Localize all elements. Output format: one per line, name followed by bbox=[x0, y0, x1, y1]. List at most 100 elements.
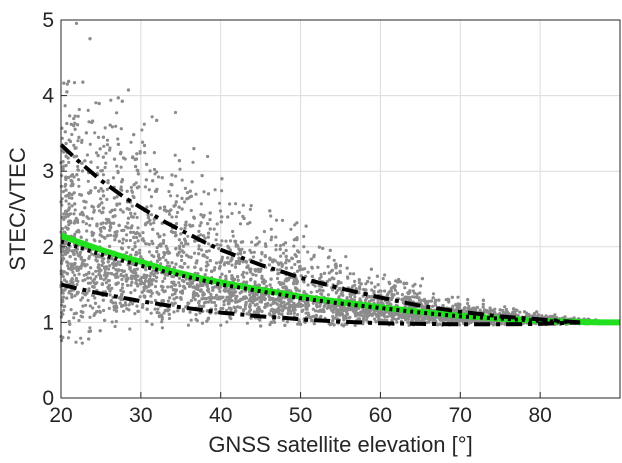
scatter-point bbox=[367, 276, 371, 280]
scatter-point bbox=[306, 283, 310, 287]
scatter-point bbox=[456, 295, 460, 299]
scatter-point bbox=[129, 140, 133, 144]
scatter-point bbox=[74, 21, 79, 25]
scatter-point bbox=[140, 290, 144, 294]
scatter-point bbox=[309, 257, 313, 261]
scatter-point bbox=[147, 188, 151, 192]
scatter-point bbox=[91, 119, 95, 123]
scatter-point bbox=[148, 274, 152, 278]
scatter-point bbox=[204, 300, 208, 304]
scatter-point bbox=[535, 310, 539, 314]
scatter-point bbox=[70, 196, 74, 200]
scatter-point bbox=[197, 284, 201, 288]
scatter-point bbox=[279, 261, 283, 265]
scatter-point bbox=[398, 313, 402, 318]
scatter-point bbox=[280, 218, 285, 222]
scatter-point bbox=[420, 277, 424, 281]
scatter-point bbox=[75, 173, 79, 177]
scatter-point bbox=[64, 209, 68, 213]
scatter-point bbox=[197, 304, 202, 308]
scatter-point bbox=[155, 170, 159, 174]
scatter-point bbox=[108, 148, 112, 152]
scatter-point bbox=[152, 217, 156, 221]
scatter-point bbox=[293, 223, 297, 227]
scatter-point bbox=[270, 235, 274, 239]
scatter-point bbox=[110, 208, 114, 212]
scatter-point bbox=[296, 313, 300, 317]
scatter-point bbox=[177, 281, 181, 285]
scatter-point bbox=[156, 232, 160, 236]
scatter-point bbox=[180, 196, 184, 200]
scatter-point bbox=[466, 306, 470, 310]
scatter-point bbox=[133, 245, 137, 249]
scatter-point bbox=[86, 108, 90, 112]
scatter-point bbox=[79, 314, 83, 318]
scatter-point bbox=[367, 295, 372, 299]
scatter-point bbox=[72, 191, 76, 195]
scatter-point bbox=[258, 318, 262, 322]
scatter-point bbox=[113, 301, 118, 305]
scatter-point bbox=[120, 292, 124, 296]
scatter-point bbox=[177, 276, 181, 280]
scatter-point bbox=[93, 296, 97, 300]
scatter-point bbox=[89, 276, 93, 280]
scatter-point bbox=[286, 306, 290, 311]
scatter-point bbox=[228, 202, 232, 206]
scatter-point bbox=[318, 304, 322, 308]
scatter-point bbox=[149, 222, 153, 226]
scatter-point bbox=[70, 295, 74, 299]
scatter-point bbox=[115, 164, 119, 168]
scatter-point bbox=[332, 323, 336, 327]
scatter-point bbox=[233, 265, 238, 269]
scatter-point bbox=[116, 96, 120, 100]
scatter-point bbox=[208, 259, 212, 263]
scatter-point bbox=[249, 296, 253, 300]
scatter-point bbox=[129, 230, 133, 234]
scatter-point bbox=[199, 267, 203, 271]
scatter-point bbox=[200, 321, 205, 325]
scatter-point bbox=[163, 276, 167, 280]
scatter-point bbox=[76, 139, 80, 143]
scatter-point bbox=[111, 215, 115, 219]
scatter-point bbox=[74, 340, 78, 344]
scatter-point bbox=[385, 315, 389, 319]
scatter-point bbox=[284, 266, 288, 270]
scatter-point bbox=[279, 297, 283, 301]
scatter-point bbox=[73, 273, 77, 277]
scatter-point bbox=[76, 114, 80, 118]
scatter-point bbox=[178, 284, 182, 288]
scatter-point bbox=[176, 253, 180, 257]
scatter-point bbox=[317, 284, 321, 288]
scatter-point bbox=[180, 178, 184, 182]
scatter-point bbox=[326, 265, 330, 269]
scatter-point bbox=[354, 287, 358, 291]
scatter-point bbox=[269, 303, 273, 307]
scatter-point bbox=[64, 188, 68, 192]
scatter-point bbox=[125, 189, 129, 193]
scatter-point bbox=[321, 246, 325, 250]
scatter-point bbox=[179, 232, 183, 236]
scatter-point bbox=[269, 320, 273, 324]
scatter-point bbox=[407, 323, 411, 327]
scatter-point bbox=[69, 174, 73, 178]
scatter-point bbox=[182, 200, 187, 204]
scatter-point bbox=[100, 201, 104, 205]
scatter-point bbox=[270, 297, 274, 301]
scatter-point bbox=[338, 270, 342, 275]
scatter-point bbox=[61, 312, 65, 316]
scatter-point bbox=[204, 264, 208, 268]
scatter-point bbox=[99, 276, 103, 280]
scatter-point bbox=[159, 262, 163, 266]
scatter-point bbox=[385, 301, 389, 305]
scatter-point bbox=[114, 319, 118, 324]
scatter-point bbox=[185, 197, 189, 201]
scatter-point bbox=[199, 233, 203, 237]
scatter-point bbox=[70, 132, 74, 137]
scatter-point bbox=[369, 312, 373, 317]
scatter-point bbox=[338, 306, 342, 310]
scatter-point bbox=[265, 284, 269, 288]
scatter-point bbox=[287, 276, 291, 280]
scatter-point bbox=[292, 278, 296, 282]
scatter-point bbox=[302, 290, 306, 294]
scatter-point bbox=[156, 254, 161, 259]
